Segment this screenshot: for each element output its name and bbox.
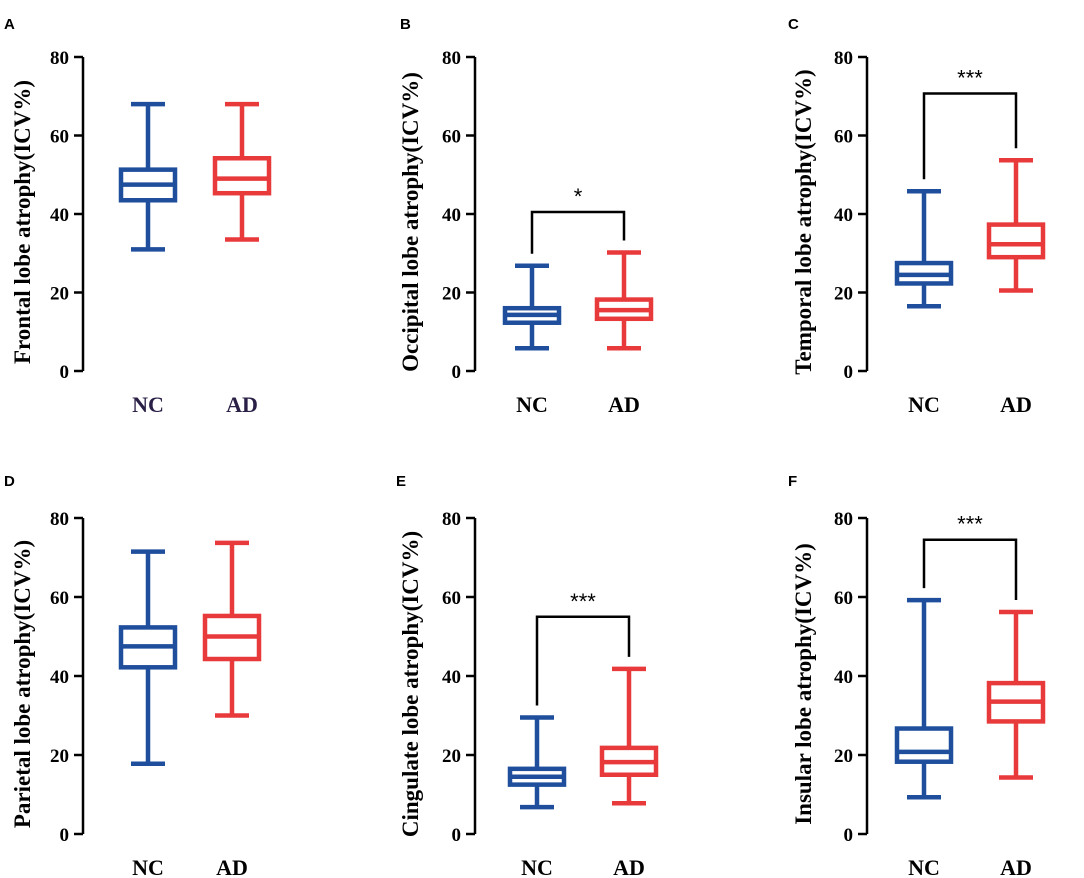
panel-letter-e: E xyxy=(396,473,406,490)
y-tick-label-c-20: 20 xyxy=(834,284,853,305)
box-b-ad xyxy=(594,250,654,351)
category-label-a-nc: NC xyxy=(132,392,164,417)
panel-b: B 0 20 40 60 80 Occipital lobe atrophy(ICV%) NC… xyxy=(398,16,654,417)
y-tick-label-f-40: 40 xyxy=(834,667,853,688)
y-tick-label-d-80: 80 xyxy=(50,509,69,530)
significance-label-e: *** xyxy=(570,589,596,614)
category-label-e-nc: NC xyxy=(521,855,553,878)
y-tick-label-f-80: 80 xyxy=(834,509,853,530)
y-axis-title-e: Cingulate lobe atrophy(ICV%) xyxy=(398,531,423,837)
y-tick-label-a-60: 60 xyxy=(50,127,69,148)
category-label-a-ad: AD xyxy=(226,392,258,417)
y-tick-label-e-60: 60 xyxy=(442,588,461,609)
y-axis-title-c: Temporal lobe atrophy(ICV%) xyxy=(791,69,816,374)
y-tick-label-e-20: 20 xyxy=(442,746,461,767)
y-tick-label-c-60: 60 xyxy=(834,127,853,148)
panel-letter-f: F xyxy=(788,473,797,490)
box-e-nc xyxy=(507,715,567,810)
category-label-c-nc: NC xyxy=(908,392,940,417)
y-tick-label-e-80: 80 xyxy=(442,509,461,530)
panel-a: A 0 20 40 60 80 Frontal lobe atrophy(ICV%) NC AD xyxy=(4,16,272,417)
category-label-e-ad: AD xyxy=(613,855,645,878)
significance-bracket-f xyxy=(922,538,1018,601)
iqr-box-a-ad xyxy=(212,156,272,196)
box-e-ad xyxy=(599,666,659,806)
y-axis-title-d: Parietal lobe atrophy(ICV%) xyxy=(10,540,35,828)
y-tick-label-d-0: 0 xyxy=(60,825,70,846)
box-a-ad xyxy=(212,101,272,242)
y-tick-label-b-60: 60 xyxy=(442,127,461,148)
y-tick-label-a-80: 80 xyxy=(50,48,69,69)
y-tick-label-d-20: 20 xyxy=(50,746,69,767)
iqr-box-f-nc xyxy=(894,726,954,764)
y-axis-title-f: Insular lobe atrophy(ICV%) xyxy=(791,543,816,825)
panel-e: E 0 20 40 60 80 Cingulate lobe atrophy(ICV%) NC… xyxy=(396,473,659,878)
panel-letter-b: B xyxy=(400,16,411,33)
panel-letter-a: A xyxy=(4,16,15,33)
significance-label-c: *** xyxy=(957,66,983,91)
panel-letter-c: C xyxy=(788,16,799,33)
y-tick-label-a-20: 20 xyxy=(50,284,69,305)
box-a-nc xyxy=(118,101,178,252)
y-tick-label-d-40: 40 xyxy=(50,667,69,688)
y-tick-label-f-60: 60 xyxy=(834,588,853,609)
y-tick-label-d-60: 60 xyxy=(50,588,69,609)
y-tick-label-b-80: 80 xyxy=(442,48,461,69)
y-tick-label-a-40: 40 xyxy=(50,205,69,226)
significance-bracket-c xyxy=(922,92,1018,180)
category-label-f-ad: AD xyxy=(1000,855,1032,878)
y-tick-label-f-20: 20 xyxy=(834,746,853,767)
category-label-b-nc: NC xyxy=(516,392,548,417)
box-c-nc xyxy=(894,188,954,309)
y-axis-title-a: Frontal lobe atrophy(ICV%) xyxy=(10,80,35,364)
y-tick-label-c-40: 40 xyxy=(834,205,853,226)
y-tick-label-e-40: 40 xyxy=(442,667,461,688)
category-label-d-ad: AD xyxy=(216,855,248,878)
box-b-nc xyxy=(502,263,562,351)
box-f-ad xyxy=(986,609,1046,780)
panel-c: C 0 20 40 60 80 Temporal lobe atrophy(ICV%) NC A… xyxy=(788,16,1046,417)
y-tick-label-b-20: 20 xyxy=(442,284,461,305)
significance-label-f: *** xyxy=(957,512,983,537)
iqr-box-c-ad xyxy=(986,222,1046,260)
box-d-ad xyxy=(202,540,262,718)
significance-bracket-b xyxy=(530,210,626,254)
box-d-nc xyxy=(118,549,178,766)
panel-f: F 0 20 40 60 80 Insular lobe atrophy(ICV%) NC AD… xyxy=(788,473,1046,878)
y-axis-title-b: Occipital lobe atrophy(ICV%) xyxy=(398,72,423,372)
box-c-ad xyxy=(986,157,1046,293)
category-label-b-ad: AD xyxy=(608,392,640,417)
panel-d: D 0 20 40 60 80 Parietal lobe atrophy(ICV%) NC A… xyxy=(4,473,262,878)
y-tick-label-b-40: 40 xyxy=(442,205,461,226)
significance-label-b: * xyxy=(574,184,583,209)
category-label-c-ad: AD xyxy=(1000,392,1032,417)
y-tick-label-f-0: 0 xyxy=(844,825,854,846)
y-tick-label-c-80: 80 xyxy=(834,48,853,69)
category-label-f-nc: NC xyxy=(908,855,940,878)
y-tick-label-a-0: 0 xyxy=(60,362,70,383)
y-tick-label-c-0: 0 xyxy=(844,362,854,383)
significance-bracket-e xyxy=(535,615,631,706)
y-tick-label-b-0: 0 xyxy=(452,362,462,383)
box-f-nc xyxy=(894,597,954,800)
category-label-d-nc: NC xyxy=(132,855,164,878)
y-tick-label-e-0: 0 xyxy=(452,825,462,846)
panel-letter-d: D xyxy=(4,473,15,490)
